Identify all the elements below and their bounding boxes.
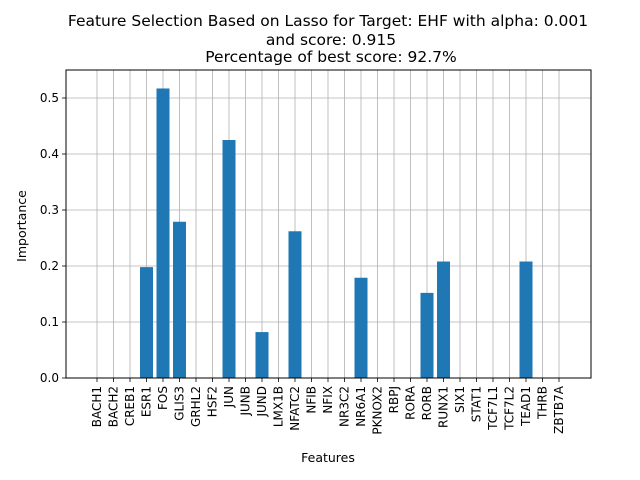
x-tick-label: PKNOX2 [371, 386, 385, 435]
x-tick-label: FOS [156, 386, 170, 410]
x-tick-label: TEAD1 [519, 386, 533, 427]
bar-glis3 [173, 221, 186, 378]
x-tick-label: RUNX1 [437, 386, 451, 428]
x-axis: BACH1 BACH2 CREB1 ESR1 FOS GLIS3 GRHL2 HSF2 JUN J… [90, 378, 566, 435]
x-axis-label: Features [301, 450, 355, 465]
bar-jund [255, 332, 269, 378]
x-tick-label: NR3C2 [338, 386, 352, 427]
x-tick-label: NFATC2 [288, 386, 302, 431]
x-tick-label: JUN [222, 386, 236, 408]
bar-runx1 [437, 261, 450, 378]
x-tick-label: TCF7L1 [486, 386, 500, 431]
y-tick-label: 0.0 [40, 371, 59, 385]
y-tick-label: 0.5 [40, 91, 59, 105]
title-line-2: and score: 0.915 [266, 31, 396, 49]
x-tick-label: RORA [404, 385, 418, 420]
bar-jun [222, 140, 236, 378]
x-tick-label: BACH1 [90, 386, 104, 427]
x-tick-label: JUND [255, 386, 269, 418]
title-line-1: Feature Selection Based on Lasso for Tar… [68, 12, 588, 30]
plot-frame [65, 69, 592, 379]
x-tick-label: CREB1 [123, 386, 137, 426]
y-axis: 0.0 0.1 0.2 0.3 0.4 0.5 [40, 91, 66, 385]
x-tick-label: TCF7L2 [503, 386, 517, 431]
x-tick-label: JUNB [239, 386, 253, 417]
title-line-3: Percentage of best score: 92.7% [205, 48, 456, 66]
x-tick-label: THRB [536, 386, 550, 420]
bars [140, 88, 533, 378]
x-tick-label: NR6A1 [354, 386, 368, 427]
x-tick-label: BACH2 [107, 386, 121, 427]
x-tick-label: SIX1 [453, 386, 467, 413]
x-tick-label: RBPJ [387, 386, 401, 413]
x-tick-label: NFIB [305, 386, 319, 414]
x-tick-label: ZBTB7A [552, 385, 566, 434]
x-tick-label: GRHL2 [189, 386, 203, 427]
bar-nfatc2 [288, 231, 302, 378]
x-tick-label: RORB [420, 386, 434, 420]
bar-nr6a1 [354, 277, 368, 378]
bar-rorb [420, 292, 434, 378]
x-tick-label: LMX1B [272, 386, 286, 427]
x-tick-label: HSF2 [206, 386, 220, 417]
y-axis-label: Importance [14, 190, 29, 262]
x-tick-label: GLIS3 [173, 386, 187, 421]
chart-title: Feature Selection Based on Lasso for Tar… [68, 12, 588, 66]
grid-lines [66, 70, 591, 379]
x-tick-label: STAT1 [470, 386, 484, 422]
x-tick-label: ESR1 [140, 386, 154, 417]
bar-tead1 [519, 261, 533, 378]
bar-esr1 [140, 267, 153, 378]
y-tick-label: 0.4 [40, 147, 59, 161]
y-tick-label: 0.1 [40, 315, 59, 329]
x-tick-label: NFIX [321, 386, 335, 414]
bar-fos [156, 88, 170, 378]
y-tick-label: 0.3 [40, 203, 59, 217]
y-tick-label: 0.2 [40, 259, 59, 273]
